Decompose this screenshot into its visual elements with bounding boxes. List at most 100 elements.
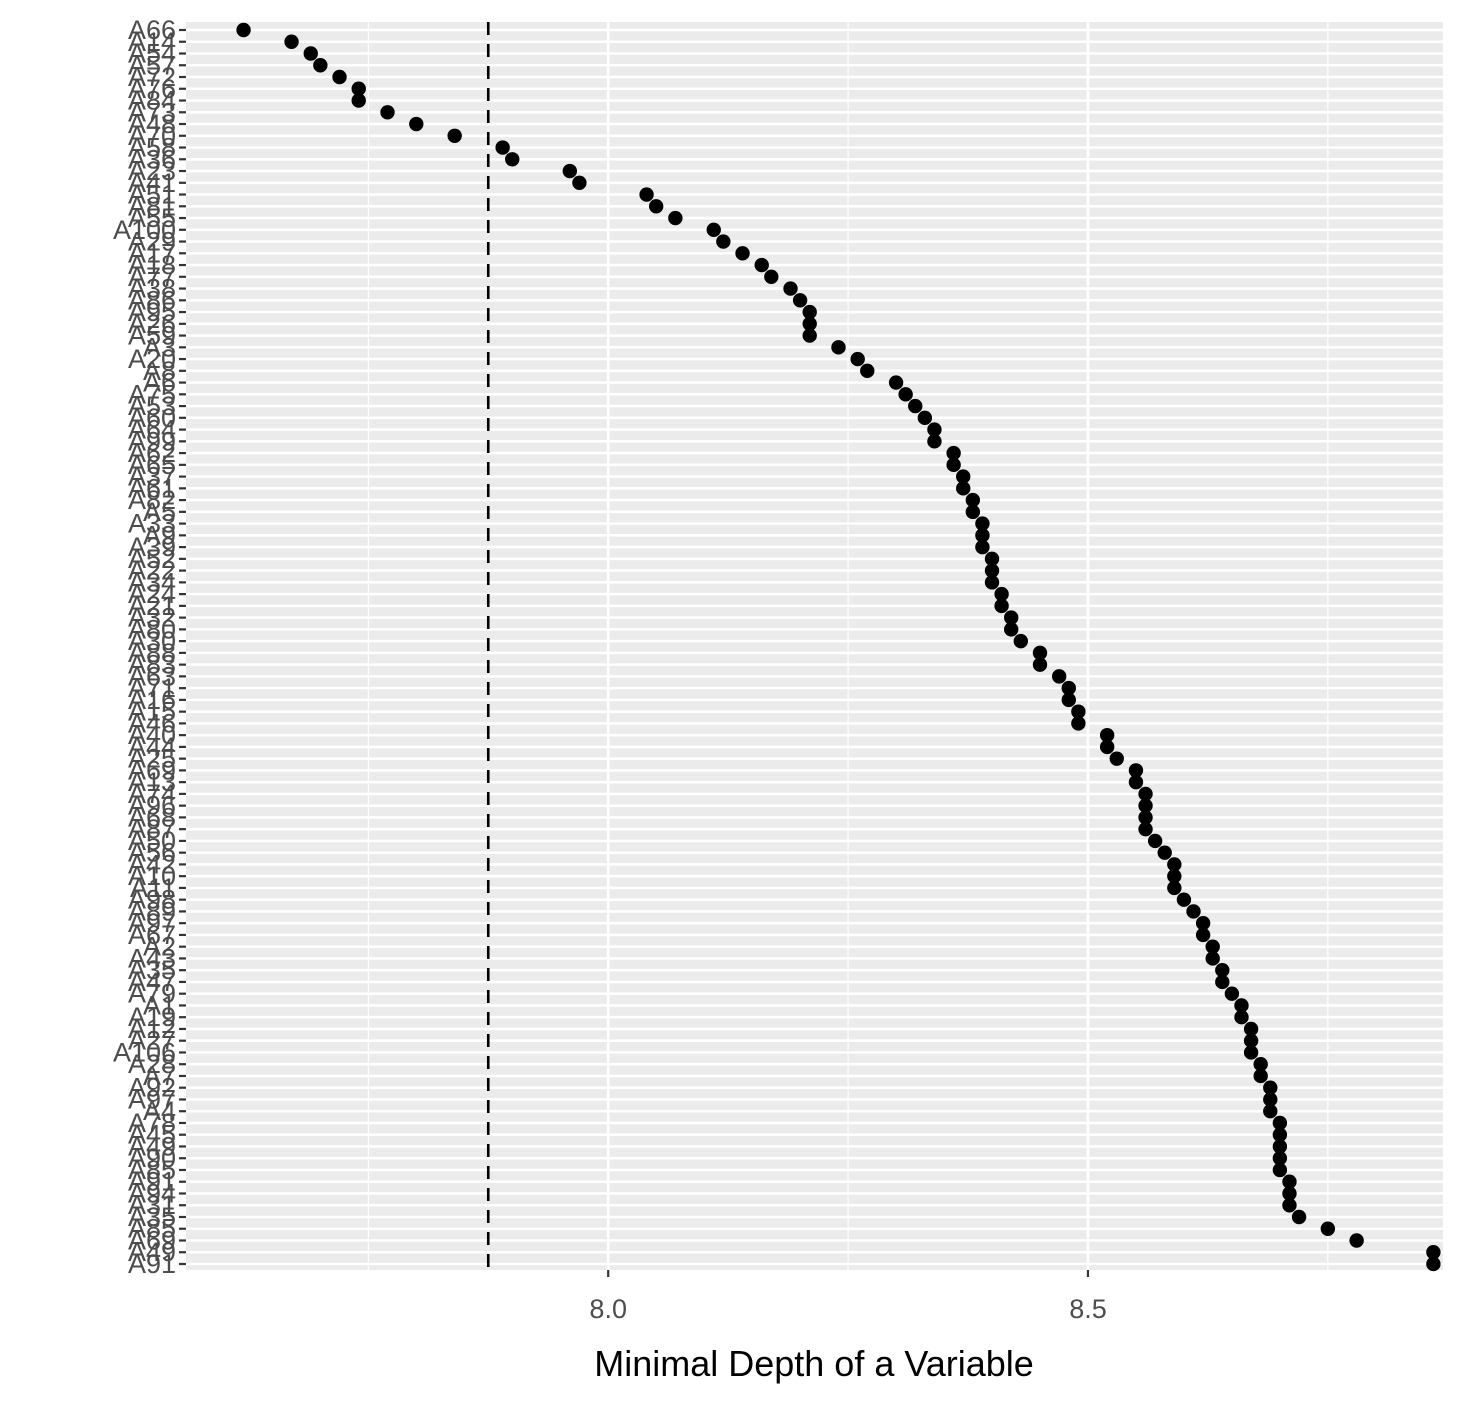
y-tick-label: A94 bbox=[128, 1178, 176, 1208]
data-point bbox=[1004, 622, 1019, 637]
y-tick-label: A27 bbox=[128, 1026, 176, 1056]
data-point bbox=[1099, 727, 1115, 743]
data-point bbox=[1263, 1104, 1278, 1119]
data-point bbox=[1138, 798, 1153, 813]
data-point bbox=[1147, 833, 1163, 849]
y-tick-label: A55 bbox=[128, 203, 176, 233]
y-tick-label: A91 bbox=[128, 1249, 176, 1279]
y-tick-label: A26 bbox=[128, 309, 176, 339]
y-tick-label: A87 bbox=[128, 814, 176, 844]
y-tick-label: A6 bbox=[143, 368, 176, 398]
data-point bbox=[860, 363, 875, 379]
y-tick-label: A80 bbox=[128, 614, 176, 644]
y-tick-label: A9 bbox=[143, 520, 176, 550]
y-tick-label: A29 bbox=[128, 227, 176, 257]
data-point bbox=[1061, 692, 1076, 708]
data-point bbox=[1272, 1162, 1288, 1178]
data-point bbox=[802, 304, 817, 320]
y-tick-label: A83 bbox=[128, 650, 176, 680]
y-tick-label: A90 bbox=[128, 1143, 176, 1173]
y-tick-label: A82 bbox=[128, 485, 176, 515]
y-tick-label: A62 bbox=[128, 438, 176, 468]
data-point bbox=[994, 586, 1009, 602]
data-point bbox=[1215, 974, 1230, 990]
y-tick-label: A22 bbox=[128, 556, 176, 586]
data-point bbox=[927, 434, 942, 449]
y-tick-label: A85 bbox=[128, 1155, 176, 1185]
data-point bbox=[1282, 1198, 1297, 1213]
data-point bbox=[332, 69, 347, 85]
data-point bbox=[888, 375, 904, 390]
y-tick-label: A84 bbox=[128, 86, 176, 116]
y-tick-label: A32 bbox=[128, 603, 176, 633]
y-tick-label: A15 bbox=[128, 697, 176, 727]
y-tick-label: A50 bbox=[128, 826, 176, 856]
data-point bbox=[783, 281, 798, 296]
y-tick-label: A12 bbox=[128, 1014, 176, 1044]
grid-lines bbox=[186, 22, 1443, 1270]
data-point bbox=[984, 563, 1000, 578]
y-tick-label: A17 bbox=[128, 238, 176, 268]
y-tick-label: A72 bbox=[128, 62, 176, 92]
y-tick-label: A18 bbox=[128, 250, 176, 280]
data-point bbox=[1004, 610, 1019, 625]
data-point bbox=[1186, 904, 1201, 919]
y-tick-label: A57 bbox=[128, 50, 176, 80]
y-tick-label: A10 bbox=[128, 861, 176, 891]
data-point bbox=[1195, 927, 1211, 943]
data-point bbox=[850, 351, 865, 367]
y-tick-label: A21 bbox=[128, 591, 176, 621]
y-tick-label: A24 bbox=[128, 579, 176, 609]
y-tick-label: A48 bbox=[128, 109, 176, 139]
data-point bbox=[1234, 998, 1249, 1013]
data-point bbox=[1243, 1045, 1259, 1060]
data-point bbox=[927, 422, 942, 437]
y-tick-label: A43 bbox=[128, 943, 176, 973]
data-point bbox=[1071, 704, 1086, 719]
data-point bbox=[975, 516, 990, 531]
data-point bbox=[1263, 1080, 1278, 1095]
x-tick-label: 8.0 bbox=[589, 1294, 627, 1324]
data-point bbox=[1138, 821, 1153, 837]
data-point bbox=[965, 492, 981, 508]
y-tick-label: A5 bbox=[143, 497, 176, 527]
y-tick-label: A31 bbox=[128, 1190, 176, 1220]
y-tick-label: A49 bbox=[128, 1237, 176, 1267]
data-point bbox=[1128, 774, 1144, 790]
y-tick-label: A37 bbox=[128, 462, 176, 492]
data-point bbox=[303, 46, 318, 61]
y-tick-label: A71 bbox=[128, 673, 176, 703]
y-tick-label: A8 bbox=[143, 356, 176, 386]
data-point bbox=[284, 34, 299, 49]
y-tick-label: A98 bbox=[128, 885, 176, 915]
data-point bbox=[648, 199, 664, 214]
y-tick-label: A69 bbox=[128, 1225, 176, 1255]
y-tick-label: A76 bbox=[128, 74, 176, 104]
data-point bbox=[1061, 680, 1076, 696]
data-point bbox=[1272, 1151, 1288, 1166]
y-tick-label: A34 bbox=[128, 567, 176, 597]
y-tick-label: A96 bbox=[128, 791, 176, 821]
y-tick-label: A2 bbox=[143, 932, 176, 962]
data-point bbox=[562, 163, 578, 179]
data-point bbox=[1243, 1021, 1259, 1037]
y-tick-label: A38 bbox=[128, 274, 176, 304]
y-tick-label: A66 bbox=[128, 15, 176, 45]
data-point bbox=[1263, 1092, 1278, 1107]
data-point bbox=[956, 469, 971, 484]
y-tick-label: A25 bbox=[128, 744, 176, 774]
y-tick-label: A40 bbox=[128, 720, 176, 750]
data-point bbox=[802, 328, 817, 343]
data-point bbox=[1195, 915, 1211, 931]
y-tick-label: A19 bbox=[128, 1002, 176, 1032]
y-tick-label: A92 bbox=[128, 1073, 176, 1103]
y-tick-label: A106 bbox=[113, 1037, 176, 1067]
data-point bbox=[236, 22, 251, 38]
data-point bbox=[965, 504, 981, 520]
data-point bbox=[1032, 657, 1048, 672]
y-tick-label: A35 bbox=[128, 1202, 176, 1232]
y-tick-label: A68 bbox=[128, 802, 176, 832]
y-tick-label: A44 bbox=[128, 732, 176, 762]
y-tick-label: A79 bbox=[128, 979, 176, 1009]
